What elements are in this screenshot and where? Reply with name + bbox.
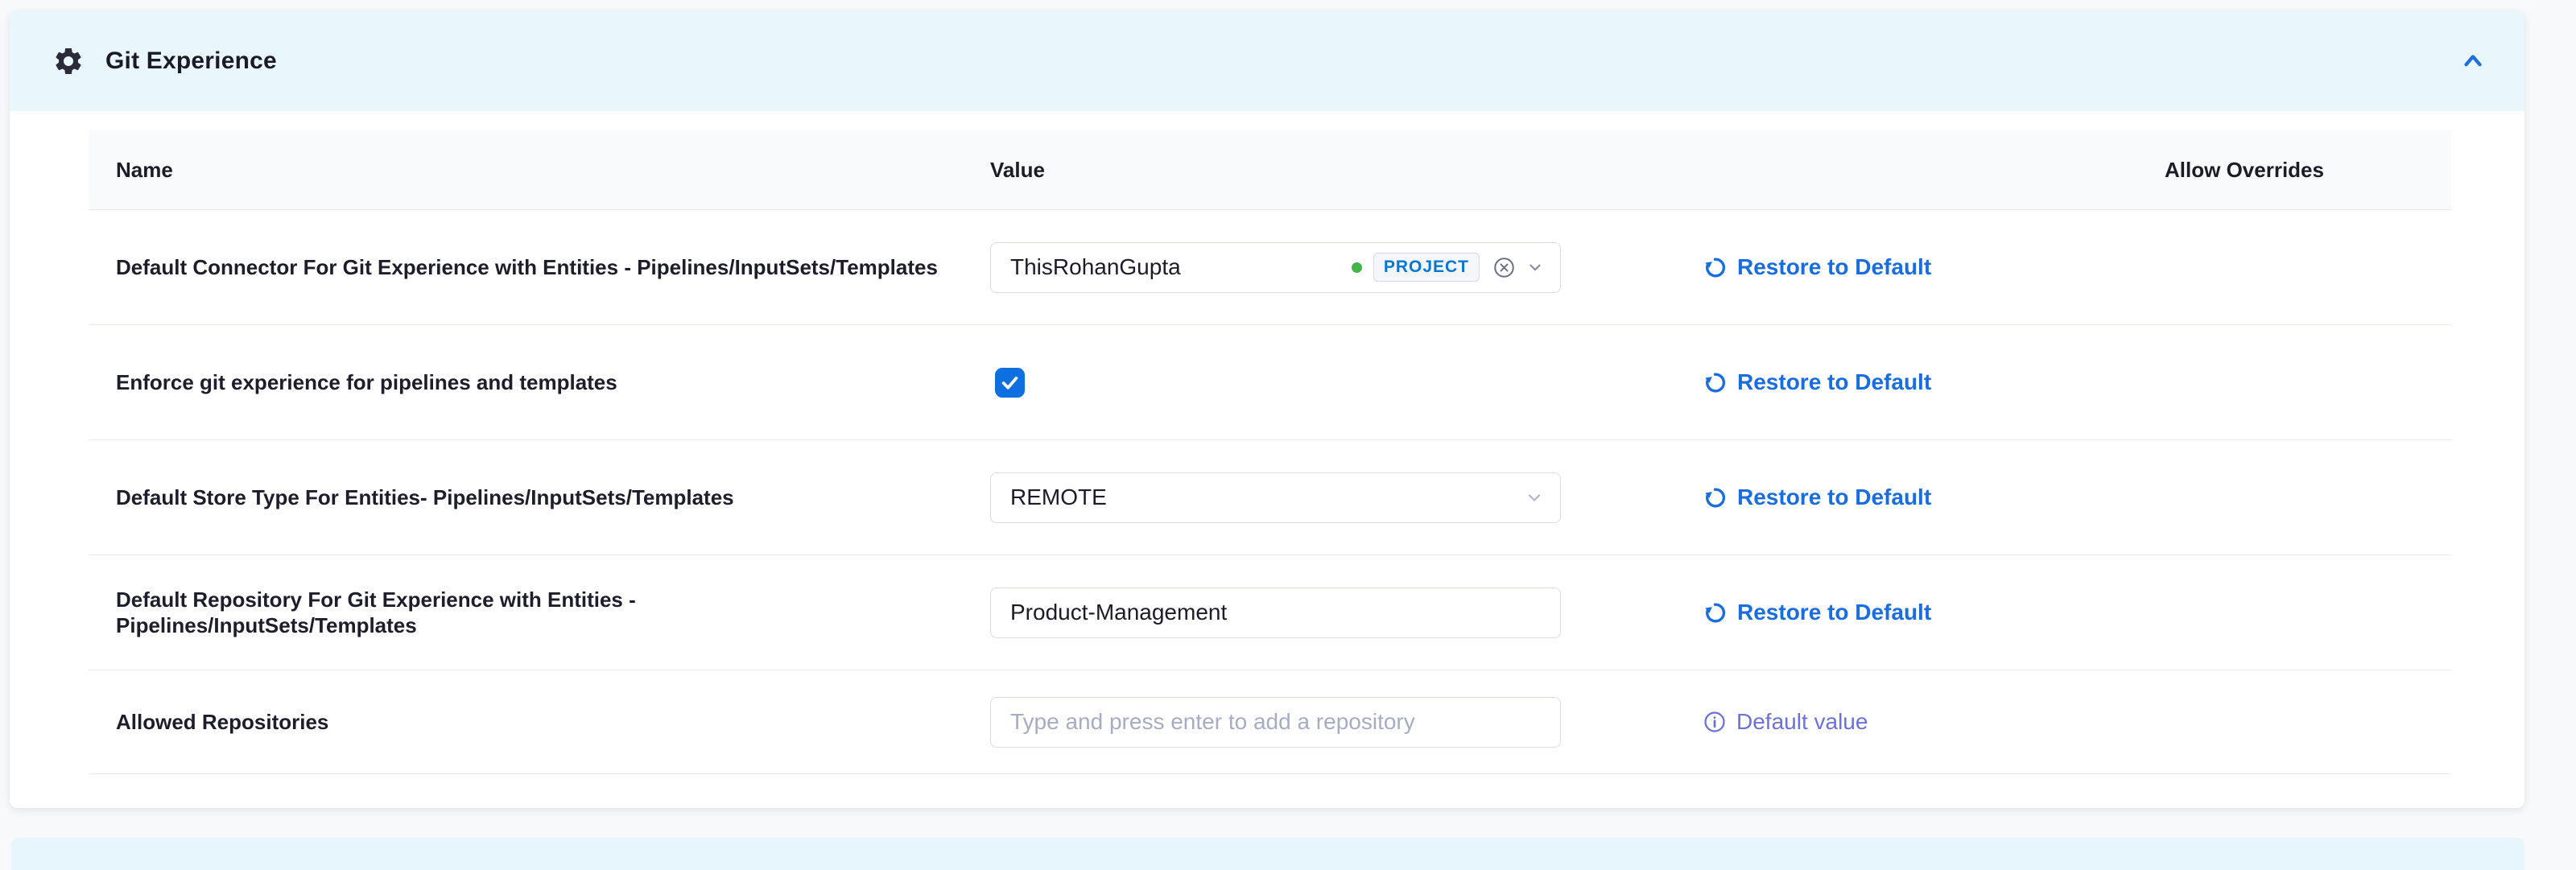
restore-to-default-button[interactable]: Restore to Default [1703,369,1931,395]
default-value-hint: Default value [1703,709,1868,735]
store-type-select[interactable]: REMOTE [990,472,1561,523]
restore-to-default-button[interactable]: Restore to Default [1703,484,1931,510]
setting-label-default-repository: Default Repository For Git Experience wi… [116,587,636,638]
setting-label-default-store-type: Default Store Type For Entities- Pipelin… [116,484,734,509]
section-title: Git Experience [105,47,277,74]
default-repository-input[interactable] [990,587,1561,638]
gear-icon [56,47,81,74]
setting-value-cell: ThisRohanGupta PROJECT [990,241,1703,293]
section-header[interactable]: Git Experience [10,10,2524,111]
setting-label-enforce-git-experience: Enforce git experience for pipelines and… [116,369,617,394]
allowed-repositories-input[interactable] [990,696,1561,748]
clear-connector-icon[interactable] [1493,257,1515,278]
setting-value-cell [990,696,1703,748]
restore-icon [1705,487,1726,507]
setting-action-cell: Default value [1703,709,2037,735]
git-experience-settings-panel: Git Experience Name Value Allow Override… [10,10,2524,808]
restore-to-default-label: Restore to Default [1737,369,1932,394]
next-section-panel[interactable] [11,838,2524,870]
settings-table: Name Value Allow Overrides Default Conne… [89,130,2451,774]
table-header-row: Name Value Allow Overrides [89,130,2451,209]
restore-to-default-label: Restore to Default [1737,254,1932,279]
setting-label-default-connector: Default Connector For Git Experience wit… [116,254,938,279]
column-header-value: Value [990,157,1045,182]
collapse-section-button[interactable] [2455,43,2491,79]
column-header-allow-overrides: Allow Overrides [2165,157,2324,182]
setting-action-cell: Restore to Default [1703,600,2037,625]
setting-label-allowed-repositories: Allowed Repositories [116,709,329,734]
restore-icon [1705,372,1726,392]
setting-action-cell: Restore to Default [1703,254,2037,280]
connector-select[interactable]: ThisRohanGupta PROJECT [990,241,1561,293]
table-row: Default Repository For Git Experience wi… [89,555,2451,670]
connector-select-value: ThisRohanGupta [1010,254,1181,279]
default-value-label: Default value [1736,709,1868,734]
setting-value-cell [990,367,1703,398]
setting-action-cell: Restore to Default [1703,484,2037,510]
table-row: Enforce git experience for pipelines and… [89,324,2451,439]
restore-icon [1705,257,1726,277]
restore-to-default-label: Restore to Default [1737,484,1932,509]
setting-action-cell: Restore to Default [1703,369,2037,395]
table-row: Default Store Type For Entities- Pipelin… [89,439,2451,555]
connector-status-dot [1351,262,1362,273]
setting-value-cell: REMOTE [990,472,1703,523]
store-type-select-value: REMOTE [1010,484,1107,509]
restore-to-default-label: Restore to Default [1737,600,1932,625]
restore-to-default-button[interactable]: Restore to Default [1703,600,1931,625]
setting-value-cell [990,587,1703,638]
table-row: Allowed Repositories Default value [89,670,2451,774]
info-icon [1704,711,1725,732]
connector-scope-badge: PROJECT [1373,253,1480,282]
enforce-git-experience-checkbox[interactable] [995,367,1025,398]
chevron-up-icon [2464,54,2482,66]
chevron-down-icon[interactable] [1525,488,1544,507]
column-header-name: Name [116,157,173,182]
chevron-down-icon[interactable] [1526,258,1544,276]
checkmark-icon [1001,376,1018,390]
restore-to-default-button[interactable]: Restore to Default [1703,254,1931,280]
restore-icon [1705,602,1726,622]
table-row: Default Connector For Git Experience wit… [89,209,2451,324]
